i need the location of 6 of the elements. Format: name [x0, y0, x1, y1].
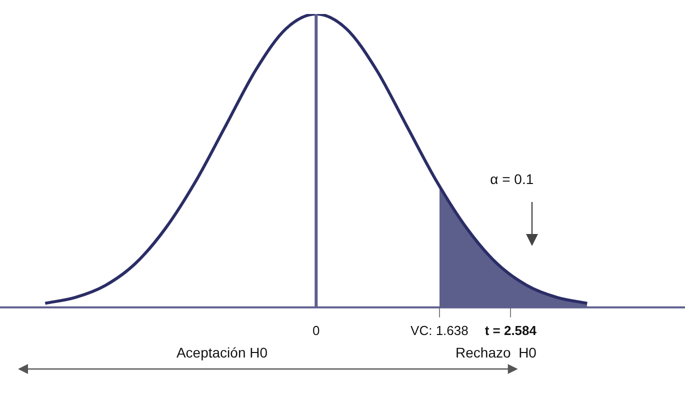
- text: Aceptación H0: [176, 344, 268, 360]
- annotation: α = 0.1: [490, 171, 534, 188]
- x-tick-label: t = 2.584: [484, 322, 538, 338]
- x-tick-label: VC: 1.638: [410, 322, 468, 338]
- text: Rechazo H0: [456, 344, 537, 360]
- x-tick-label: 0: [312, 322, 320, 338]
